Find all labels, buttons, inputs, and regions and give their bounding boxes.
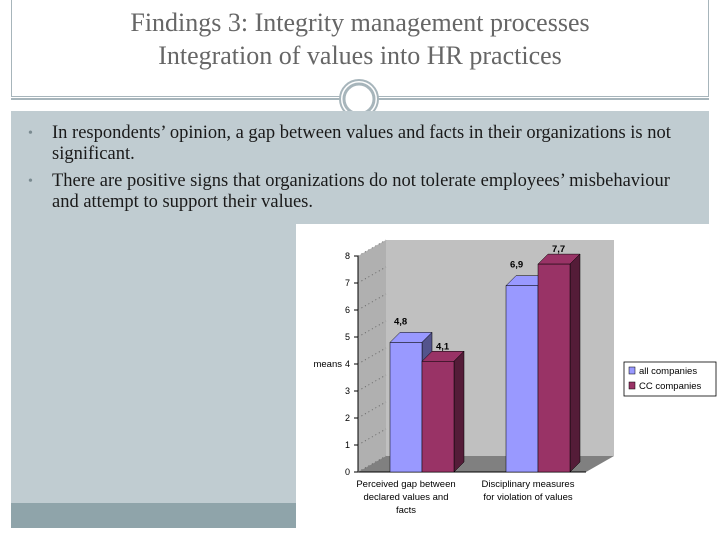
y-depth-line [357, 293, 387, 311]
category-label: Perceived gap between [356, 479, 455, 490]
y-tick-label: 2 [345, 413, 350, 423]
bar-chart: 0 1 2 3 4 5 6 7 8 means 4,8 6,9 4,1 7,7 Perceived gap … [313, 239, 717, 516]
chart-container: 0 1 2 3 4 5 6 7 8 means 4,8 6,9 4,1 7,7 Perceived gap … [296, 224, 720, 540]
y-tick-label: 4 [345, 359, 350, 369]
category-label: facts [396, 505, 416, 516]
bar-all-companies-1 [505, 285, 539, 473]
legend-label: all companies [639, 366, 697, 377]
bullet-text-1: In respondents’ opinion, a gap between v… [52, 123, 671, 164]
y-depth-line [357, 239, 387, 257]
y-depth-line [357, 401, 387, 419]
bullet-list: • In respondents’ opinion, a gap between… [26, 123, 696, 219]
legend-swatch [628, 366, 636, 375]
y-tick-label: 8 [345, 251, 350, 261]
bar-CC-companies-1 [537, 263, 571, 473]
title-line-1: Findings 3: Integrity management process… [130, 8, 590, 37]
data-label: 7,7 [552, 244, 565, 255]
bar-all-companies-0 [389, 342, 423, 473]
y-tick-label: 5 [345, 332, 350, 342]
category-label: Disciplinary measures [482, 479, 575, 490]
data-label: 6,9 [510, 260, 523, 271]
title-line-2: Integration of values into HR practices [158, 41, 562, 70]
data-label: 4,1 [436, 341, 450, 352]
bar-side [453, 350, 465, 473]
y-depth-line [357, 266, 387, 284]
y-depth-line [357, 428, 387, 446]
bar-side [569, 253, 581, 473]
y-tick-label: 1 [345, 440, 350, 450]
y-tick-label: 3 [345, 386, 350, 396]
category-label: declared values and [363, 492, 448, 503]
y-tick-label: 0 [345, 467, 350, 477]
bullet-item-2: • There are positive signs that organiza… [26, 171, 696, 213]
legend-swatch [628, 381, 636, 390]
category-label: for violation of values [483, 492, 572, 503]
y-depth-line [357, 455, 387, 473]
bullet-text-2: There are positive signs that organizati… [52, 171, 670, 212]
circle-ornament-icon [339, 79, 379, 119]
y-tick-label: 7 [345, 278, 350, 288]
bullet-dot-icon: • [28, 174, 33, 189]
y-depth-line [357, 374, 387, 392]
legend-box [623, 361, 717, 397]
y-tick-label: 6 [345, 305, 350, 315]
y-depth-line [357, 347, 387, 365]
bullet-item-1: • In respondents’ opinion, a gap between… [26, 123, 696, 165]
y-axis-label: means [313, 359, 342, 370]
legend-label: CC companies [639, 381, 702, 392]
data-label: 4,8 [394, 316, 407, 327]
y-depth-line [357, 320, 387, 338]
bullet-dot-icon: • [28, 126, 33, 141]
slide-title: Findings 3: Integrity management process… [0, 6, 720, 72]
bar-CC-companies-0 [421, 361, 455, 473]
